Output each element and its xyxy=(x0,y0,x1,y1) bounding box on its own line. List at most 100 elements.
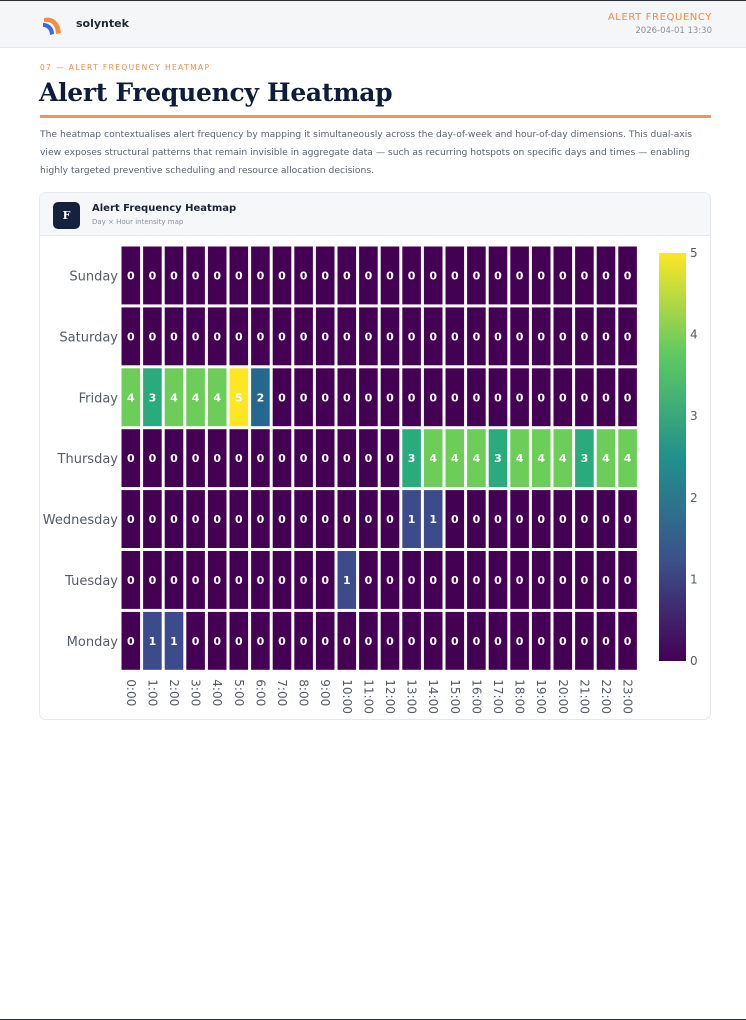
heatmap-cell-value: 0 xyxy=(516,391,524,404)
heatmap-cell-value: 0 xyxy=(149,452,157,465)
heatmap-cell xyxy=(337,611,357,670)
heatmap-cell-value: 0 xyxy=(408,574,416,587)
heatmap-cell xyxy=(553,429,573,488)
heatmap-cell-value: 1 xyxy=(343,574,351,587)
heatmap-cell xyxy=(423,490,443,548)
heatmap-cell-value: 0 xyxy=(192,574,200,587)
heatmap-cell-value: 4 xyxy=(537,452,545,465)
heatmap-cell xyxy=(337,490,357,548)
heatmap-cell-value: 0 xyxy=(300,513,308,526)
heatmap-cell-value: 0 xyxy=(451,269,459,282)
heatmap-cell-value: 0 xyxy=(365,452,373,465)
heatmap-cell-value: 0 xyxy=(602,513,610,526)
heatmap-cell xyxy=(164,307,184,366)
solyntek-logo-icon xyxy=(43,17,61,35)
heatmap-cell xyxy=(423,429,443,488)
heatmap-cell-value: 0 xyxy=(624,391,632,404)
colorbar-tick-label: 2 xyxy=(690,491,698,505)
colorbar-tick-label: 0 xyxy=(690,654,698,668)
x-tick-label: 6:00 xyxy=(253,679,267,706)
heatmap-cell xyxy=(294,246,313,305)
heatmap-cell xyxy=(164,611,184,670)
heatmap-cell-value: 0 xyxy=(559,269,567,282)
heatmap-cell-value: 0 xyxy=(494,513,502,526)
card-badge-icon: F xyxy=(53,202,80,229)
heatmap-cell-value: 0 xyxy=(321,635,329,648)
heatmap-cell xyxy=(359,490,378,548)
heatmap-cell xyxy=(359,611,378,670)
heatmap-cell xyxy=(315,307,335,366)
card-header: F Alert Frequency Heatmap Day × Hour int… xyxy=(40,193,710,236)
heatmap-cell xyxy=(229,307,249,366)
heatmap-cell xyxy=(164,368,184,427)
heatmap-cell xyxy=(143,307,162,366)
heatmap-cell-value: 0 xyxy=(213,330,221,343)
heatmap-cell xyxy=(531,611,551,670)
heatmap-cell xyxy=(251,368,270,427)
heatmap-cell xyxy=(380,429,400,488)
card-title: Alert Frequency Heatmap xyxy=(92,203,237,214)
header-section-title: ALERT FREQUENCY xyxy=(607,12,712,23)
heatmap-cell xyxy=(553,246,573,305)
heatmap-cell-value: 0 xyxy=(473,574,481,587)
heatmap-cell-value: 0 xyxy=(300,452,308,465)
heatmap-cell xyxy=(272,429,292,488)
heatmap-cell-value: 0 xyxy=(602,391,610,404)
heatmap-cell xyxy=(294,611,313,670)
heatmap-cell xyxy=(121,429,141,488)
heatmap-cell xyxy=(402,368,421,427)
heatmap-cell xyxy=(575,490,594,548)
y-tick-label: Saturday xyxy=(59,330,118,345)
heatmap-cell xyxy=(380,307,400,366)
heatmap-cell xyxy=(294,551,313,609)
heatmap-cell xyxy=(531,307,551,366)
heatmap-cell-value: 0 xyxy=(321,391,329,404)
heatmap-cell xyxy=(445,368,465,427)
heatmap-cell xyxy=(251,551,270,609)
heatmap-cell xyxy=(186,429,205,488)
x-tick-label: 18:00 xyxy=(513,679,527,714)
heatmap-cell xyxy=(618,246,637,305)
heatmap-cell-value: 0 xyxy=(235,330,243,343)
heatmap-cell xyxy=(251,429,270,488)
heatmap-cell-value: 0 xyxy=(386,513,394,526)
heatmap-cell xyxy=(186,368,205,427)
heatmap-cell xyxy=(251,246,270,305)
heatmap-cell-value: 0 xyxy=(149,330,157,343)
heatmap-cell-value: 0 xyxy=(602,269,610,282)
heatmap-cell xyxy=(575,611,594,670)
heatmap-cell xyxy=(121,368,141,427)
x-tick-label: 16:00 xyxy=(469,679,483,714)
heatmap-cell-value: 0 xyxy=(278,269,286,282)
heatmap-cell xyxy=(272,611,292,670)
heatmap-cell xyxy=(467,246,486,305)
heatmap-cell xyxy=(229,551,249,609)
heatmap-cell-value: 0 xyxy=(494,574,502,587)
heatmap-cell-value: 0 xyxy=(429,269,437,282)
heatmap-cell-value: 0 xyxy=(257,452,265,465)
heatmap-cell-value: 0 xyxy=(127,330,135,343)
heatmap-cell-value: 0 xyxy=(537,513,545,526)
heatmap-cell xyxy=(359,429,378,488)
heatmap-cell xyxy=(467,368,486,427)
heatmap-cell xyxy=(186,551,205,609)
heatmap-cell xyxy=(618,368,637,427)
heatmap-cell xyxy=(531,551,551,609)
heatmap-cell-value: 0 xyxy=(235,269,243,282)
heatmap-cell-value: 0 xyxy=(581,574,589,587)
heatmap-cell xyxy=(380,490,400,548)
heatmap-cell-value: 0 xyxy=(235,452,243,465)
heatmap-cell xyxy=(294,490,313,548)
heatmap-cell-value: 0 xyxy=(624,269,632,282)
heatmap-cell-value: 0 xyxy=(537,391,545,404)
heatmap-cell-value: 0 xyxy=(321,574,329,587)
heatmap-cell xyxy=(488,307,508,366)
heatmap-cell xyxy=(553,611,573,670)
heatmap-cell xyxy=(380,611,400,670)
heatmap-cell xyxy=(359,368,378,427)
heatmap-cell-value: 0 xyxy=(321,269,329,282)
x-tick-label: 0:00 xyxy=(124,679,138,706)
y-tick-label: Friday xyxy=(79,391,119,406)
x-tick-label: 13:00 xyxy=(405,679,419,714)
heatmap-cell xyxy=(315,246,335,305)
